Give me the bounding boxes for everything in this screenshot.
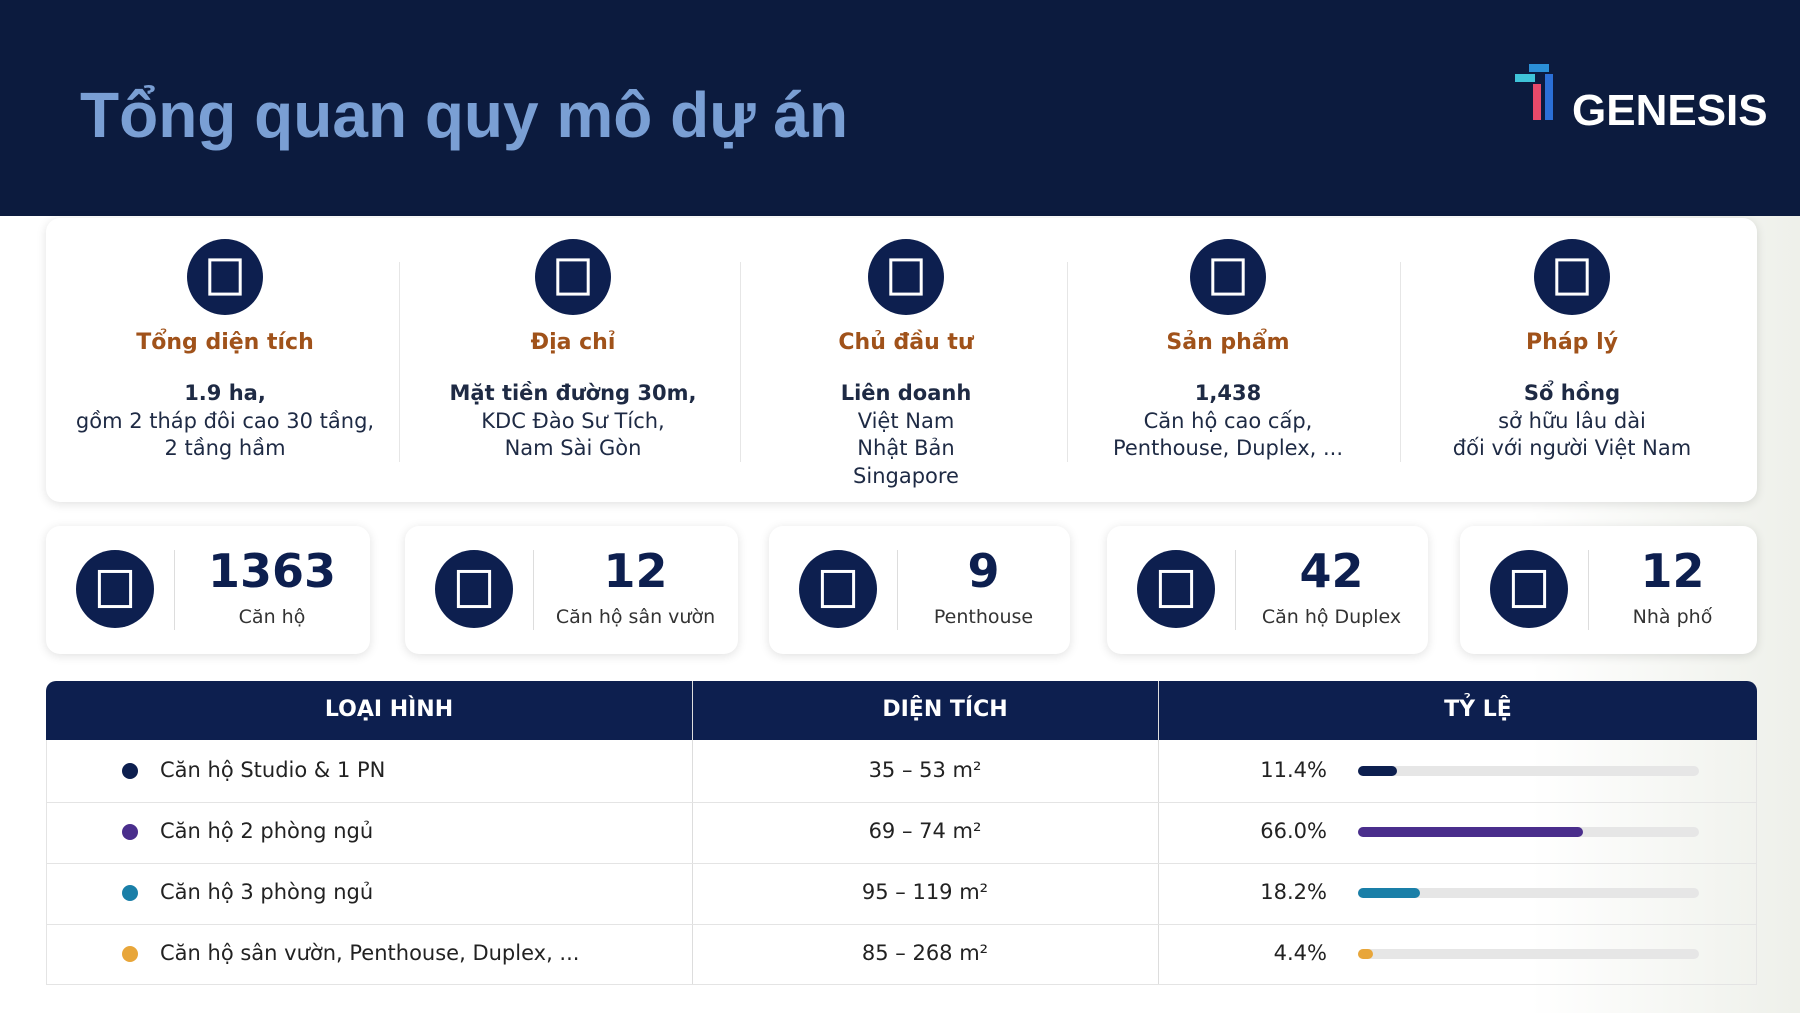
divider <box>174 550 175 630</box>
icon <box>1490 550 1568 628</box>
stat-label: Căn hộ <box>238 606 306 628</box>
share-bar <box>1358 888 1421 898</box>
column-header: TỶ LỆ <box>1444 697 1512 722</box>
type-name: Căn hộ sân vườn, Penthouse, Duplex, ... <box>160 941 580 965</box>
stat-label: Căn hộ Duplex <box>1261 606 1402 628</box>
share-bar <box>1358 949 1373 959</box>
divider <box>533 550 534 630</box>
row-dot <box>122 763 138 779</box>
column-header: LOẠI HÌNH <box>324 697 454 722</box>
share-bar <box>1358 766 1397 776</box>
info-line: Căn hộ cao cấp, <box>1143 408 1313 433</box>
row-divider <box>46 863 1757 864</box>
header-bar <box>0 0 1800 216</box>
info-label: Tổng diện tích <box>136 330 314 355</box>
row-dot <box>122 885 138 901</box>
share-label: 18.2% <box>1260 880 1327 904</box>
icon <box>535 239 611 315</box>
info-line: Liên doanh <box>840 381 972 405</box>
divider <box>897 550 898 630</box>
logo-text: GENESIS <box>1572 86 1768 135</box>
type-name: Căn hộ 2 phòng ngủ <box>160 819 374 843</box>
icon <box>435 550 513 628</box>
row-divider <box>46 802 1757 803</box>
stat-label: Căn hộ sân vườn <box>555 606 716 628</box>
info-line: 2 tầng hầm <box>164 436 286 460</box>
stat-value: 12 <box>1640 544 1705 598</box>
icon <box>868 239 944 315</box>
share-label: 66.0% <box>1260 819 1327 843</box>
info-line: Nhật Bản <box>857 436 955 460</box>
icon <box>1534 239 1610 315</box>
share-label: 4.4% <box>1273 941 1327 965</box>
stat-value: 9 <box>967 544 1000 598</box>
info-label: Pháp lý <box>1526 330 1618 355</box>
area: 69 – 74 m² <box>868 819 982 843</box>
share-bar <box>1358 827 1584 837</box>
col-divider <box>692 681 693 984</box>
divider <box>1235 550 1236 630</box>
info-line: sở hữu lâu dài <box>1498 408 1646 433</box>
table-body <box>46 740 1757 985</box>
info-line: Penthouse, Duplex, ... <box>1112 436 1344 460</box>
info-line: Sổ hồng <box>1523 381 1621 405</box>
stat-label: Penthouse <box>933 606 1034 628</box>
divider <box>399 262 400 462</box>
table-header <box>46 681 1757 740</box>
type-name: Căn hộ 3 phòng ngủ <box>160 880 374 904</box>
bar-track <box>1358 766 1699 776</box>
row-dot <box>122 824 138 840</box>
info-label: Chủ đầu tư <box>838 330 974 355</box>
info-line: 1.9 ha, <box>184 381 266 405</box>
stat-value: 42 <box>1299 544 1364 598</box>
stat-value: 12 <box>603 544 668 598</box>
icon <box>76 550 154 628</box>
info-line: đối với người Việt Nam <box>1452 436 1692 460</box>
info-label: Sản phẩm <box>1166 330 1290 355</box>
info-line: Nam Sài Gòn <box>504 436 642 460</box>
bar-track <box>1358 949 1699 959</box>
divider <box>1067 262 1068 462</box>
col-divider <box>1158 681 1159 984</box>
stat-label: Nhà phố <box>1632 606 1713 628</box>
info-line: Việt Nam <box>857 408 955 433</box>
icon <box>1137 550 1215 628</box>
stat-value: 1363 <box>207 544 337 598</box>
icon <box>1190 239 1266 315</box>
divider <box>1400 262 1401 462</box>
row-divider <box>46 924 1757 925</box>
bar-track <box>1358 888 1699 898</box>
logo-mark <box>1515 64 1553 120</box>
icon <box>187 239 263 315</box>
info-line: 1,438 <box>1194 381 1262 405</box>
divider <box>1588 550 1589 630</box>
title: Tổng quan quy mô dự án <box>80 79 849 151</box>
area: 95 – 119 m² <box>861 880 989 904</box>
row-dot <box>122 946 138 962</box>
info-line: KDC Đào Sư Tích, <box>481 408 665 433</box>
icon <box>799 550 877 628</box>
info-label: Địa chỉ <box>530 330 616 355</box>
column-header: DIỆN TÍCH <box>882 697 1008 722</box>
area: 35 – 53 m² <box>868 758 982 782</box>
share-label: 11.4% <box>1260 758 1327 782</box>
info-line: Singapore <box>853 463 959 488</box>
type-name: Căn hộ Studio & 1 PN <box>160 758 386 782</box>
info-line: gồm 2 tháp đôi cao 30 tầng, <box>75 408 375 433</box>
divider <box>739 262 741 462</box>
info-line: Mặt tiền đường 30m, <box>449 381 697 405</box>
area: 85 – 268 m² <box>861 941 989 965</box>
